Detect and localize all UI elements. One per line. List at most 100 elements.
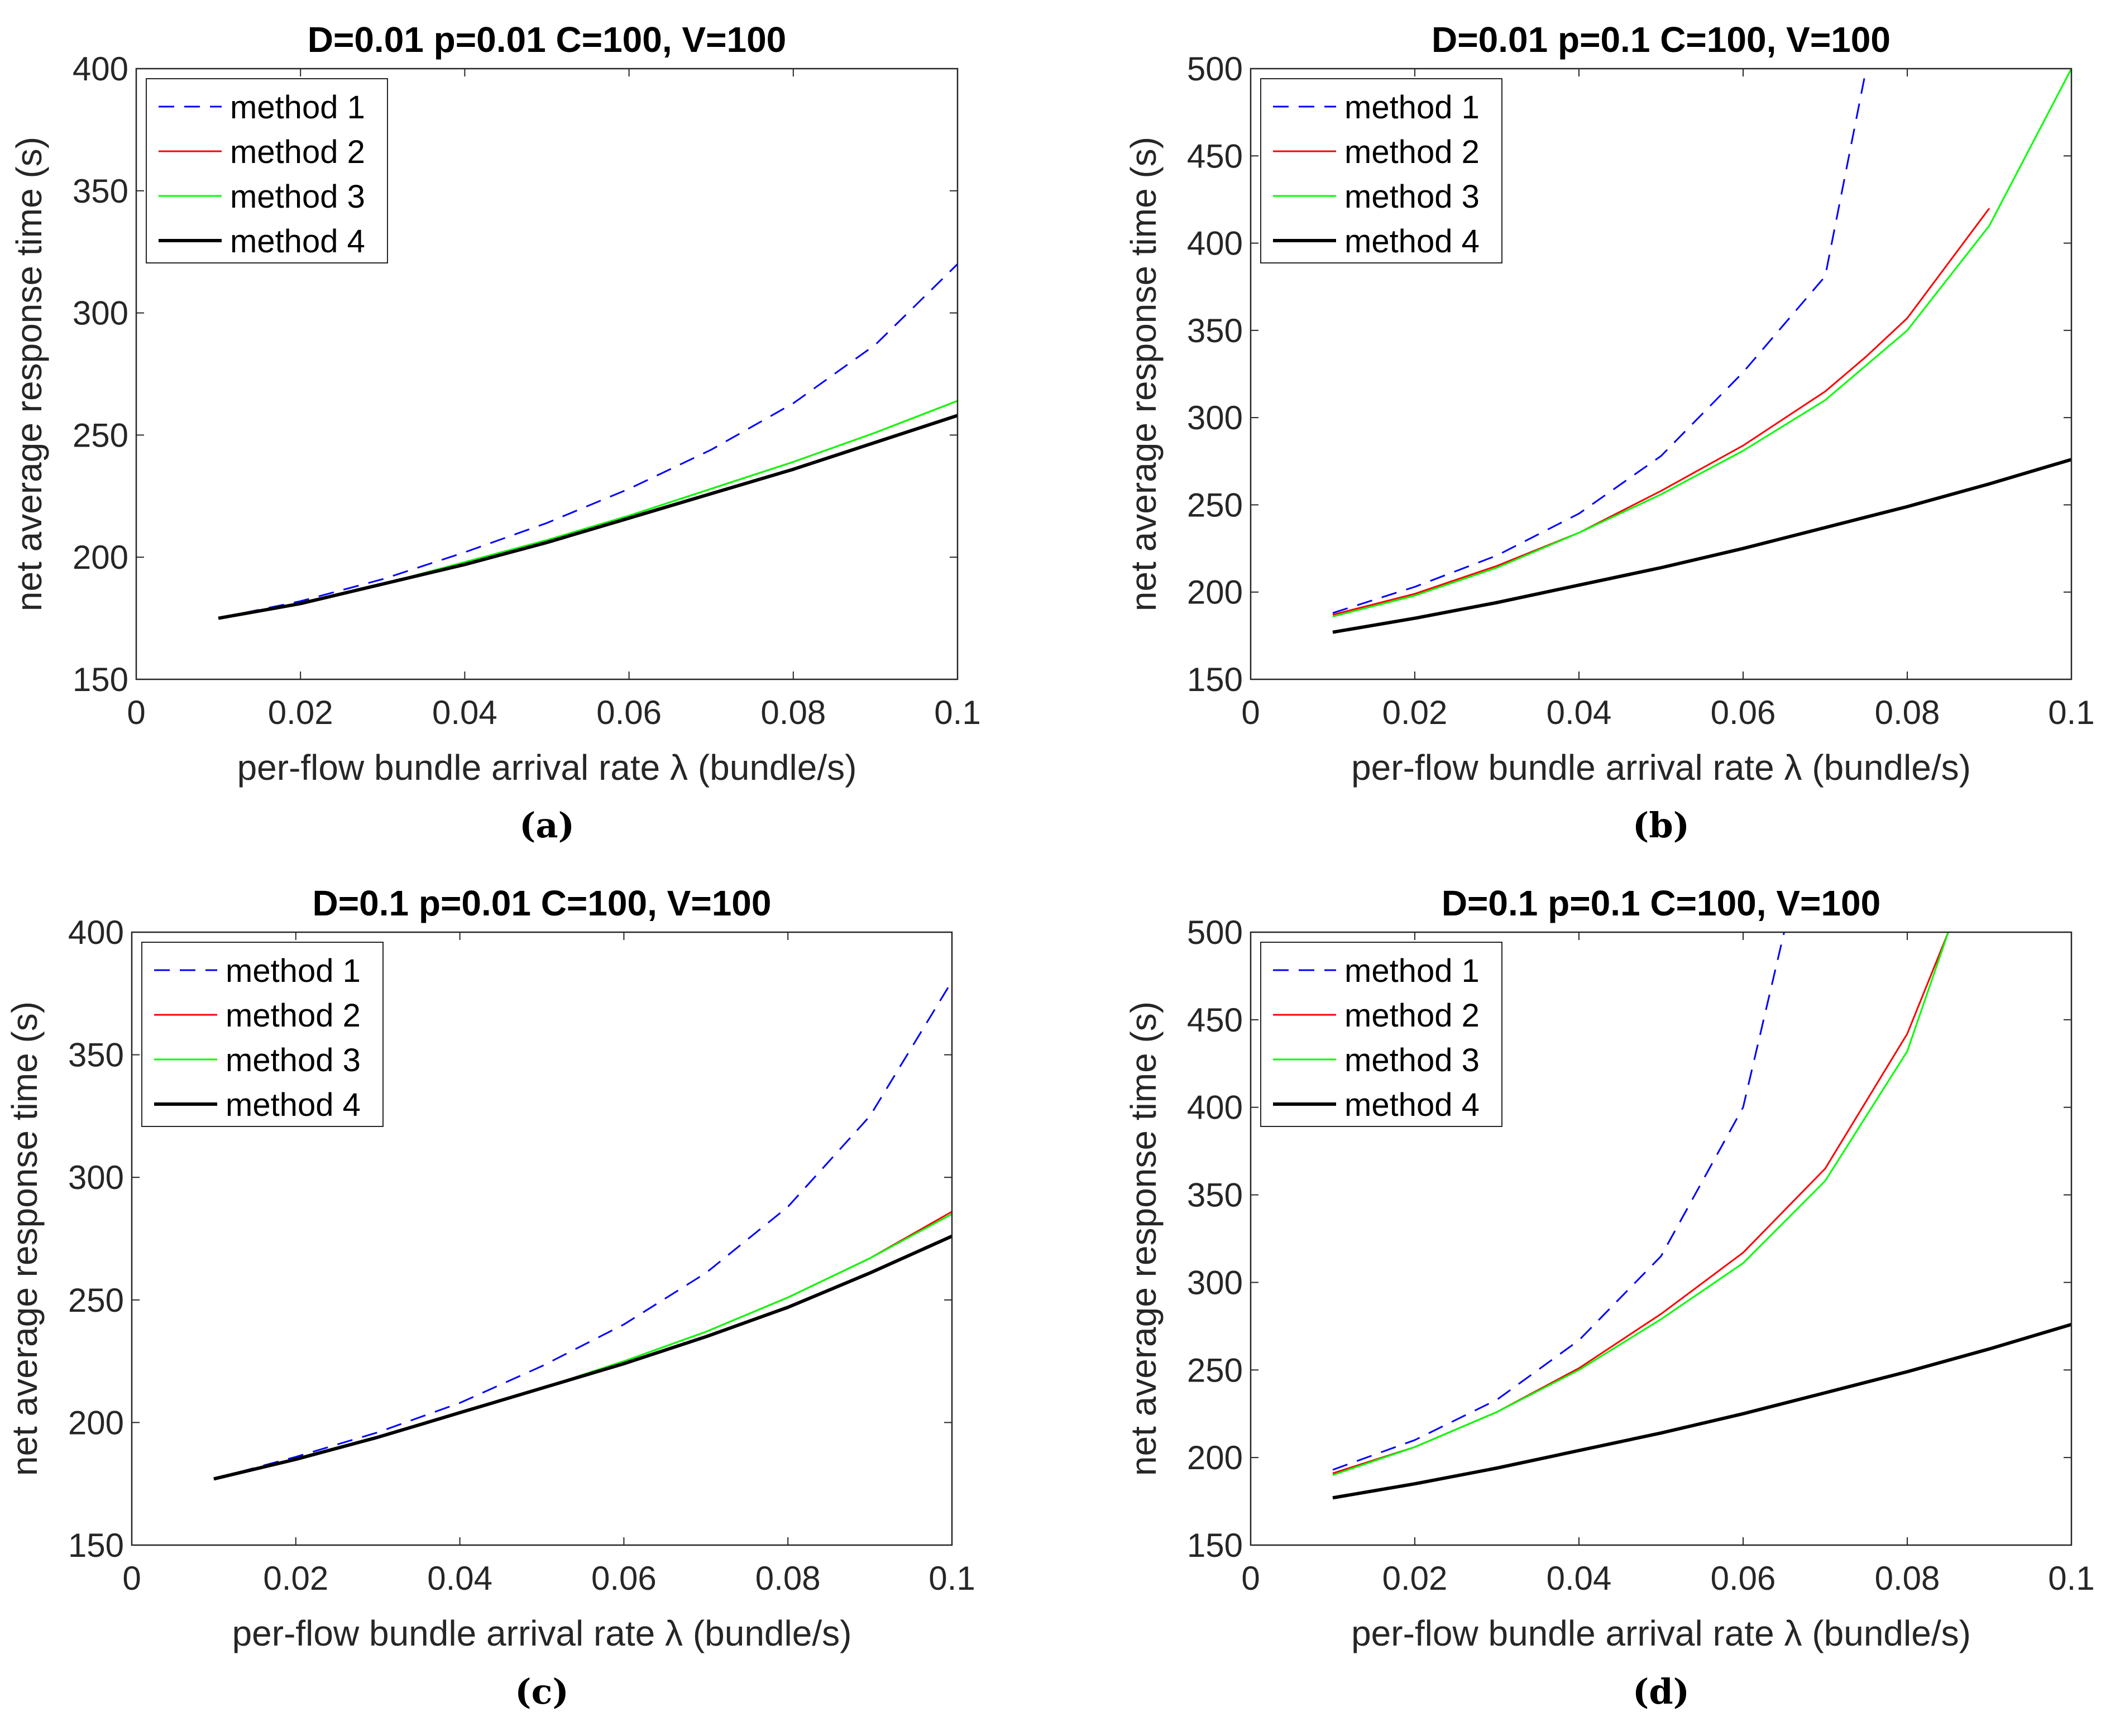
x-axis-label: per-flow bundle arrival rate λ (bundle/s… xyxy=(232,1613,852,1653)
x-tick-label: 0.08 xyxy=(760,694,826,731)
chart-panel-2: 0 0.02 0.04 0.06 0.08 0.1 150 200 250 300 350 400 45… xyxy=(1123,20,2095,846)
y-tick-label: 350 xyxy=(1187,1177,1243,1214)
y-tick-label: 300 xyxy=(1187,399,1243,437)
series-line-method-1 xyxy=(1332,69,1867,614)
y-tick-label: 250 xyxy=(68,1282,124,1319)
x-tick-label: 0.02 xyxy=(263,1560,328,1597)
x-tick-label: 0.04 xyxy=(432,694,497,731)
legend-label-method-1: method 1 xyxy=(226,953,361,989)
axes-box xyxy=(1250,68,2073,680)
series-line-method-4 xyxy=(1332,458,2071,634)
series-line-method-3 xyxy=(1332,932,1949,1476)
y-tick-label: 200 xyxy=(73,539,128,576)
y-axis-label: net average response time (s) xyxy=(1123,1001,1164,1476)
y-tick-label: 500 xyxy=(1187,914,1243,951)
y-tick-label: 250 xyxy=(1187,486,1243,524)
y-tick-label: 350 xyxy=(1187,312,1243,349)
x-tick-label: 0.08 xyxy=(755,1560,821,1597)
y-tick-label: 300 xyxy=(73,295,128,332)
series-line-method-1 xyxy=(1332,932,1785,1471)
series-line-method-4 xyxy=(213,1234,952,1481)
y-tick-label: 400 xyxy=(73,50,128,88)
y-tick-label: 200 xyxy=(1187,574,1243,611)
series-line-method-4 xyxy=(1332,1322,2071,1500)
legend-label-method-3: method 3 xyxy=(1344,179,1480,215)
series-line-method-2 xyxy=(1332,208,1990,616)
y-tick-label: 400 xyxy=(1187,1089,1243,1126)
legend-label-method-1: method 1 xyxy=(1344,953,1480,989)
legend-label-method-3: method 3 xyxy=(1344,1042,1480,1078)
legend: method 1 method 2 method 3 method 4 xyxy=(1260,78,1502,263)
legend-label-method-1: method 1 xyxy=(1344,89,1480,126)
x-tick-label: 0 xyxy=(127,694,145,731)
x-tick-label: 0.1 xyxy=(2048,1560,2094,1597)
x-axis-label: per-flow bundle arrival rate λ (bundle/s… xyxy=(1351,747,1971,788)
x-tick-label: 0 xyxy=(122,1560,141,1597)
chart-panel-4: 0 0.02 0.04 0.06 0.08 0.1 150 200 250 300 350 400 45… xyxy=(1123,883,2095,1712)
x-tick-label: 0.04 xyxy=(427,1560,492,1597)
series-line-method-1 xyxy=(213,981,952,1480)
chart-title: D=0.01 p=0.01 C=100, V=100 xyxy=(308,20,787,60)
legend-label-method-2: method 2 xyxy=(226,998,361,1034)
x-axis-label: per-flow bundle arrival rate λ (bundle/s… xyxy=(1351,1613,1971,1653)
panel-caption: (c) xyxy=(515,1671,568,1712)
chart-title: D=0.01 p=0.1 C=100, V=100 xyxy=(1432,20,1891,60)
y-tick-label: 400 xyxy=(68,914,124,951)
legend-label-method-1: method 1 xyxy=(230,89,365,126)
x-tick-label: 0.08 xyxy=(1875,1560,1940,1597)
series-line-method-4 xyxy=(218,414,958,620)
legend: method 1 method 2 method 3 method 4 xyxy=(146,78,388,263)
legend-label-method-4: method 4 xyxy=(1344,1087,1480,1123)
y-tick-label: 300 xyxy=(68,1159,124,1196)
y-tick-label: 250 xyxy=(1187,1351,1243,1389)
legend: method 1 method 2 method 3 method 4 xyxy=(1260,942,1502,1127)
axes-box xyxy=(1250,931,2073,1546)
y-axis-label: net average response time (s) xyxy=(4,1001,45,1476)
legend-label-method-4: method 4 xyxy=(230,223,365,260)
legend-box xyxy=(1260,942,1502,1127)
legend-label-method-2: method 2 xyxy=(1344,134,1480,170)
panel-caption: (b) xyxy=(1633,805,1690,846)
y-axis-label: net average response time (s) xyxy=(1123,137,1164,611)
legend-label-method-3: method 3 xyxy=(230,179,365,215)
panel-caption: (d) xyxy=(1633,1671,1690,1712)
legend-box xyxy=(146,78,388,263)
y-tick-label: 300 xyxy=(1187,1264,1243,1301)
chart-panel-1: 0 0.02 0.04 0.06 0.08 0.1 150 200 250 300 350 400 D=… xyxy=(9,20,981,846)
legend-label-method-2: method 2 xyxy=(1344,998,1480,1034)
y-tick-label: 150 xyxy=(73,661,128,698)
x-tick-label: 0.1 xyxy=(2048,694,2094,731)
y-tick-label: 200 xyxy=(68,1404,124,1441)
y-tick-label: 350 xyxy=(73,172,128,210)
x-tick-label: 0.06 xyxy=(591,1560,657,1597)
series-line-method-1 xyxy=(218,263,958,620)
y-tick-label: 450 xyxy=(1187,137,1243,175)
y-axis-label: net average response time (s) xyxy=(9,137,49,611)
legend-label-method-4: method 4 xyxy=(1344,223,1480,260)
chart-panel-3: 0 0.02 0.04 0.06 0.08 0.1 150 200 250 300 350 400 D=… xyxy=(4,883,975,1712)
legend-box xyxy=(1260,78,1502,263)
x-tick-label: 0.1 xyxy=(934,694,980,731)
y-tick-label: 500 xyxy=(1187,50,1243,88)
x-axis-label: per-flow bundle arrival rate λ (bundle/s… xyxy=(237,747,857,788)
x-tick-label: 0.06 xyxy=(1711,694,1776,731)
chart-title: D=0.1 p=0.01 C=100, V=100 xyxy=(313,883,772,923)
x-tick-label: 0.04 xyxy=(1547,1560,1612,1597)
x-tick-label: 0.08 xyxy=(1875,694,1940,731)
axes-box xyxy=(131,931,953,1546)
x-tick-label: 0 xyxy=(1241,694,1260,731)
axes-box xyxy=(135,68,959,680)
y-tick-label: 250 xyxy=(73,416,128,454)
y-tick-label: 350 xyxy=(68,1037,124,1074)
legend: method 1 method 2 method 3 method 4 xyxy=(141,942,384,1127)
x-tick-label: 0.02 xyxy=(1382,1560,1448,1597)
legend-label-method-4: method 4 xyxy=(226,1087,361,1123)
y-tick-label: 450 xyxy=(1187,1001,1243,1039)
legend-label-method-3: method 3 xyxy=(226,1042,361,1078)
series-line-method-3 xyxy=(1332,69,2071,617)
y-tick-label: 400 xyxy=(1187,225,1243,262)
y-tick-label: 150 xyxy=(1187,1527,1243,1564)
y-tick-label: 150 xyxy=(68,1527,124,1564)
x-tick-label: 0.06 xyxy=(596,694,662,731)
